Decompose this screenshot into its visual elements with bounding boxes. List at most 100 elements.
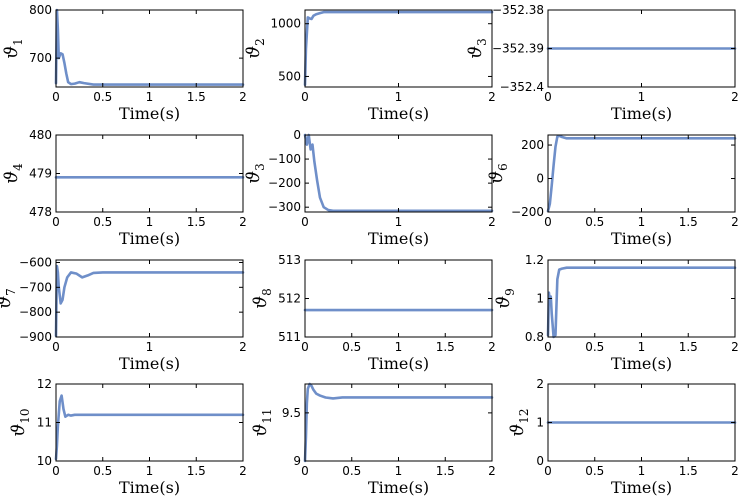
y-tick-label: 1: [536, 292, 544, 306]
y-axis-title: ϑ9: [493, 288, 517, 309]
y-axis-title: ϑ7: [0, 288, 18, 309]
x-tick-label: 2: [731, 215, 739, 229]
y-tick-label: −352.39: [492, 42, 544, 56]
x-tick-label: 0: [52, 340, 60, 354]
x-axis-title: Time(s): [368, 229, 429, 248]
x-tick-label: 2: [488, 215, 496, 229]
subplot-12: 0 0.5 1 1.5 2 0 1 2 Time(s) ϑ12: [507, 377, 739, 497]
subplot-7: 0 1 2 −900 −800 −700 −600 Time(s) ϑ7: [0, 255, 247, 373]
series-line: [54, 264, 245, 338]
y-tick-label: 200: [521, 138, 544, 152]
x-tick-label: 0.5: [93, 90, 112, 104]
y-tick-label: −800: [19, 305, 52, 319]
y-tick-label: 0: [536, 172, 544, 186]
y-tick-label: 511: [278, 330, 301, 344]
y-tick-label: −352.4: [500, 80, 544, 94]
x-tick-label: 2: [488, 464, 496, 478]
y-tick-label: 0: [293, 128, 301, 142]
y-tick-label: 478: [29, 205, 52, 219]
x-axis-title: Time(s): [611, 354, 672, 373]
x-tick-label: 2: [239, 90, 247, 104]
x-tick-label: 0: [544, 464, 552, 478]
y-tick-label: 700: [29, 51, 52, 65]
y-axis-title: ϑ12: [507, 408, 531, 436]
axes-frame: [55, 9, 244, 88]
x-tick-label: 1.5: [679, 464, 698, 478]
x-tick-label: 0.5: [585, 464, 604, 478]
y-tick-label: −600: [19, 255, 52, 269]
y-tick-label: 10: [37, 454, 52, 468]
series-line: [54, 8, 245, 86]
series-line: [303, 133, 494, 213]
series-line: [54, 394, 245, 461]
y-tick-label: −700: [19, 280, 52, 294]
y-tick-label: 2: [536, 377, 544, 391]
y-axis-title: ϑ11: [250, 408, 274, 436]
subplot-4: 0 0.5 1 1.5 2 478 479 480 Time(s) ϑ4: [1, 128, 247, 248]
y-tick-label: 0: [536, 454, 544, 468]
x-axis-title: Time(s): [119, 229, 180, 248]
x-tick-label: 1: [638, 464, 646, 478]
y-axis-title: ϑ3: [465, 38, 489, 59]
x-tick-label: 2: [239, 464, 247, 478]
y-tick-label: 0.8: [525, 330, 544, 344]
x-tick-label: 1.5: [187, 464, 206, 478]
x-axis-title: Time(s): [611, 229, 672, 248]
x-axis-title: Time(s): [611, 104, 672, 123]
y-tick-label: 480: [29, 128, 52, 142]
y-axis-title: ϑ1: [1, 38, 25, 59]
y-axis-title: ϑ6: [486, 163, 510, 184]
x-tick-label: 1: [395, 215, 403, 229]
x-tick-label: 2: [239, 340, 247, 354]
y-tick-label: 513: [278, 253, 301, 267]
x-tick-label: 1: [146, 90, 154, 104]
x-tick-label: 1: [638, 215, 646, 229]
y-tick-label: −352.38: [492, 3, 544, 17]
series-line: [546, 134, 737, 213]
x-tick-label: 0: [544, 340, 552, 354]
subplot-10: 0 0.5 1 1.5 2 10 11 12 Time(s) ϑ10: [8, 377, 247, 497]
x-tick-label: 1.5: [187, 90, 206, 104]
axes-frame: [304, 259, 493, 338]
series-line: [303, 10, 494, 87]
y-tick-label: 9: [293, 454, 301, 468]
subplot-8: 0 0.5 1 1.5 2 511 512 513 Time(s) ϑ8: [250, 253, 496, 373]
y-tick-label: 11: [37, 416, 52, 430]
subplot-3: 0 1 2 −352.4 −352.39 −352.38 Time(s) ϑ3: [465, 3, 739, 123]
x-tick-label: 2: [731, 340, 739, 354]
axes-frame: [55, 383, 244, 462]
x-tick-label: 1.5: [436, 464, 455, 478]
x-tick-label: 0.5: [585, 215, 604, 229]
x-tick-label: 0: [301, 215, 309, 229]
x-tick-label: 0: [52, 464, 60, 478]
x-tick-label: 0: [52, 215, 60, 229]
subplot-9: 0 0.5 1 1.5 2 0.8 1 1.2 Time(s) ϑ9: [493, 253, 739, 373]
x-tick-label: 1.5: [679, 340, 698, 354]
series-line: [546, 266, 737, 339]
x-tick-label: 1.5: [436, 340, 455, 354]
x-tick-label: 2: [488, 340, 496, 354]
y-tick-label: 12: [37, 377, 52, 391]
x-tick-label: 0: [301, 340, 309, 354]
axes-frame: [547, 259, 736, 338]
y-tick-label: −100: [268, 152, 301, 166]
x-tick-label: 0: [52, 90, 60, 104]
axes-frame: [547, 134, 736, 213]
x-tick-label: 2: [731, 464, 739, 478]
x-axis-title: Time(s): [119, 104, 180, 123]
y-tick-label: −200: [268, 176, 301, 190]
axes-frame: [304, 9, 493, 88]
x-axis-title: Time(s): [119, 354, 180, 373]
x-tick-label: 1: [638, 90, 646, 104]
x-tick-label: 1: [638, 340, 646, 354]
axes-frame: [55, 134, 244, 213]
x-tick-label: 0.5: [93, 464, 112, 478]
x-tick-label: 1: [395, 464, 403, 478]
y-tick-label: 1: [536, 416, 544, 430]
y-tick-label: −900: [19, 330, 52, 344]
axes-frame: [304, 383, 493, 462]
x-tick-label: 0: [544, 215, 552, 229]
x-axis-title: Time(s): [368, 354, 429, 373]
